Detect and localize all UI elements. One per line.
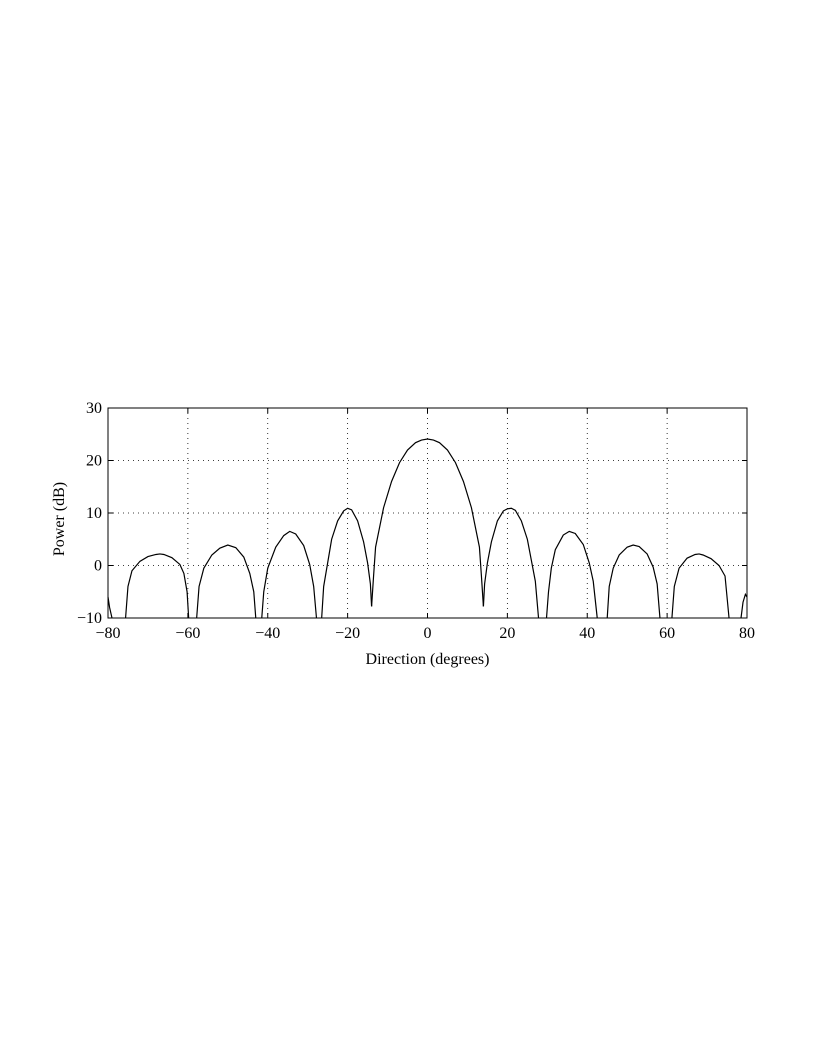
x-tick-label: −80 — [95, 625, 120, 642]
y-tick-label: −10 — [77, 610, 102, 627]
series-lobe — [321, 507, 373, 619]
y-tick-label: 30 — [86, 400, 102, 417]
x-tick-labels: −80 −60 −40 −20 0 20 40 60 80 — [95, 625, 755, 642]
series-lobe — [196, 544, 257, 619]
series-lobe — [606, 544, 661, 619]
y-tick-label: 0 — [94, 558, 102, 575]
series-lobe — [107, 596, 113, 619]
series-lobe — [671, 553, 730, 619]
series-lobe — [482, 507, 540, 619]
ticks — [107, 407, 748, 619]
y-axis-label: Power (dB) — [51, 482, 68, 556]
x-tick-label: 60 — [659, 625, 675, 642]
series-lobe — [740, 592, 748, 619]
series-lobe — [545, 530, 598, 619]
x-tick-label: 40 — [579, 625, 595, 642]
x-tick-label: 80 — [739, 625, 755, 642]
x-tick-label: 0 — [424, 625, 432, 642]
series-lobe — [370, 438, 485, 607]
x-tick-label: 20 — [499, 625, 515, 642]
x-tick-label: −60 — [175, 625, 200, 642]
y-tick-label: 20 — [86, 453, 102, 470]
grid — [108, 408, 747, 618]
x-axis-label: Direction (degrees) — [366, 651, 490, 668]
series-lobe — [261, 530, 318, 619]
x-tick-label: −40 — [255, 625, 280, 642]
y-tick-labels: −10 0 10 20 30 — [77, 400, 102, 627]
series-layer — [107, 438, 748, 619]
series-lobe — [124, 553, 190, 619]
y-tick-label: 10 — [86, 505, 102, 522]
x-tick-label: −20 — [335, 625, 360, 642]
